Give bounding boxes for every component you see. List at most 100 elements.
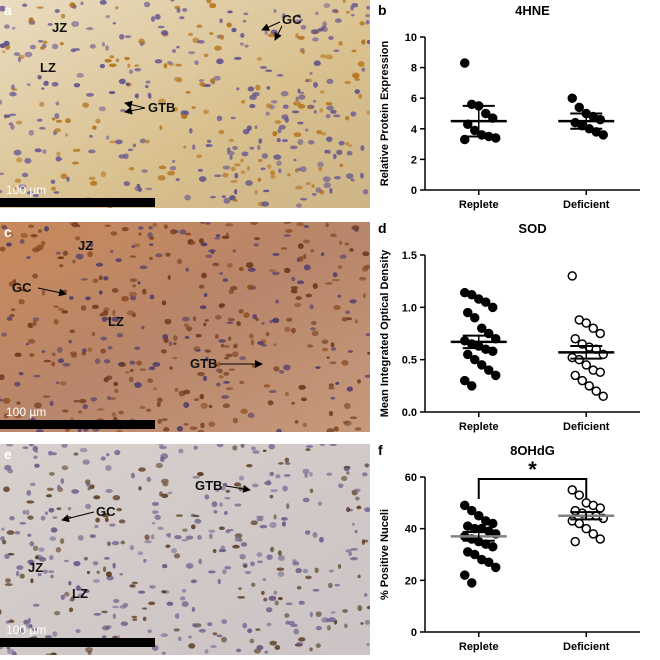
nucleus xyxy=(132,618,138,621)
nucleus xyxy=(326,105,334,111)
nucleus xyxy=(291,327,296,334)
nucleus xyxy=(174,613,180,619)
nucleus xyxy=(240,158,244,163)
nucleus xyxy=(48,450,53,456)
nucleus xyxy=(137,186,143,193)
panel-letter: d xyxy=(378,220,387,236)
nucleus xyxy=(104,224,112,228)
nucleus xyxy=(232,145,238,150)
data-point xyxy=(581,523,591,534)
data-point xyxy=(574,490,584,500)
nucleus xyxy=(59,538,65,545)
nucleus xyxy=(312,531,318,538)
nucleus xyxy=(34,555,40,560)
nucleus xyxy=(316,129,323,135)
nucleus xyxy=(218,375,224,379)
nucleus xyxy=(356,505,362,510)
nucleus xyxy=(319,90,325,94)
nucleus xyxy=(275,474,281,479)
nucleus xyxy=(16,401,21,405)
nucleus xyxy=(290,623,298,627)
nucleus xyxy=(94,524,99,529)
nucleus xyxy=(109,140,117,144)
nucleus xyxy=(204,349,211,353)
nucleus xyxy=(116,507,122,512)
nucleus xyxy=(236,321,241,327)
nucleus xyxy=(330,109,337,114)
nucleus xyxy=(307,344,314,348)
nucleus xyxy=(319,536,324,543)
nucleus xyxy=(302,468,310,474)
nucleus xyxy=(337,294,342,298)
region-label: LZ xyxy=(40,60,56,75)
nucleus xyxy=(100,348,106,354)
nucleus xyxy=(224,565,232,570)
nucleus xyxy=(18,184,27,189)
y-tick-label: 8 xyxy=(411,63,417,75)
nucleus xyxy=(270,489,278,493)
nucleus xyxy=(255,628,261,631)
nucleus xyxy=(321,347,329,352)
nucleus xyxy=(92,278,99,283)
nucleus xyxy=(121,227,129,232)
nucleus xyxy=(137,590,146,594)
nucleus xyxy=(324,149,329,154)
significance-label: * xyxy=(528,457,537,482)
nucleus xyxy=(125,82,130,86)
nucleus xyxy=(104,58,112,63)
nucleus xyxy=(208,529,216,533)
nucleus xyxy=(192,144,196,151)
nucleus xyxy=(169,165,177,171)
nucleus xyxy=(50,574,54,579)
nucleus xyxy=(354,319,359,324)
nucleus xyxy=(251,582,256,587)
nucleus xyxy=(218,303,225,309)
nucleus xyxy=(62,289,68,294)
nucleus xyxy=(42,149,47,154)
nucleus xyxy=(296,585,302,590)
nucleus xyxy=(331,278,340,282)
nucleus xyxy=(26,83,31,86)
nucleus xyxy=(355,496,360,501)
nucleus xyxy=(240,170,246,174)
nucleus xyxy=(216,115,223,122)
nucleus xyxy=(11,26,16,30)
nucleus xyxy=(43,359,52,363)
region-label: GC xyxy=(96,504,116,519)
nucleus xyxy=(328,35,334,40)
nucleus xyxy=(318,501,322,506)
nucleus xyxy=(174,387,179,392)
nucleus xyxy=(354,529,358,534)
nucleus xyxy=(273,343,277,346)
nucleus xyxy=(228,138,234,143)
nucleus xyxy=(184,323,189,328)
nucleus xyxy=(252,483,259,488)
data-point xyxy=(460,500,470,511)
nucleus xyxy=(73,452,79,456)
nucleus xyxy=(281,521,286,527)
chart-title: 4HNE xyxy=(515,3,550,18)
nucleus xyxy=(170,0,175,2)
nucleus xyxy=(321,339,329,345)
nucleus xyxy=(19,239,25,244)
nucleus xyxy=(89,134,93,138)
nucleus xyxy=(187,32,194,37)
nucleus xyxy=(218,130,225,135)
nucleus xyxy=(256,645,264,651)
nucleus xyxy=(165,533,171,537)
nucleus xyxy=(161,300,167,306)
nucleus xyxy=(284,457,290,463)
nucleus xyxy=(218,526,225,531)
nucleus xyxy=(144,534,150,541)
nucleus xyxy=(359,172,364,179)
nucleus xyxy=(147,629,152,633)
nucleus xyxy=(273,590,278,595)
nucleus xyxy=(308,139,315,145)
nucleus xyxy=(163,224,169,230)
x-tick-label: Deficient xyxy=(563,421,610,433)
nucleus xyxy=(158,444,164,447)
nucleus xyxy=(247,628,253,634)
nucleus xyxy=(78,398,87,404)
nucleus xyxy=(52,305,60,308)
nucleus xyxy=(238,587,242,590)
